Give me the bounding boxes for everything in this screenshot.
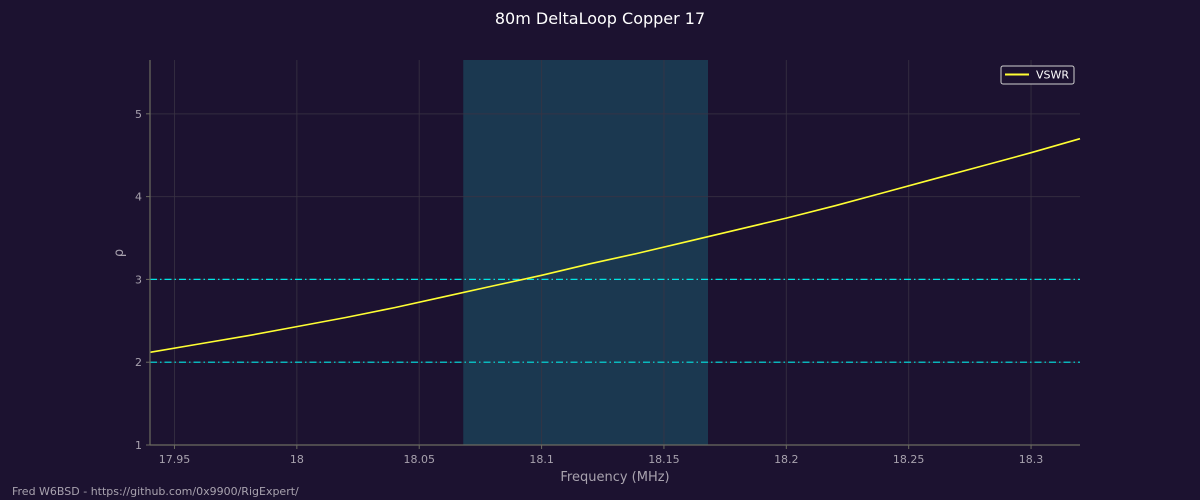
legend-label-vswr: VSWR [1036,69,1069,82]
x-tick-label-3: 18.1 [529,453,554,466]
x-tick-label-1: 18 [290,453,304,466]
tick-labels-layer: 17.95 18 18.05 18.1 18.15 18.2 18.25 18.3 1 2 3 4 5 [135,108,1043,466]
y-tick-label-3: 4 [135,191,142,204]
legend-box [1000,65,1075,85]
chart-title: 80m DeltaLoop Copper 17 [495,9,705,28]
y-tick-label-1: 2 [135,356,142,369]
axes-layer [149,60,1080,446]
y-tick-label-0: 1 [135,439,142,452]
x-tick-label-7: 18.3 [1019,453,1044,466]
series-line-vswr [149,137,1081,354]
highlight-band-layer [463,60,708,445]
series-layer [149,137,1081,354]
x-tick-label-6: 18.25 [893,453,925,466]
x-tick-label-5: 18.2 [774,453,799,466]
x-tick-label-0: 17.95 [159,453,191,466]
y-axis-label: ρ [112,249,127,257]
y-tick-label-4: 5 [135,108,142,121]
x-tick-label-4: 18.15 [648,453,680,466]
reference-lines-layer [150,278,1080,363]
x-tick-label-2: 18.05 [403,453,435,466]
footer-credit: Fred W6BSD - https://github.com/0x9900/R… [12,485,299,498]
highlight-band [463,60,708,445]
legend: VSWR [1000,65,1075,85]
y-tick-label-2: 3 [135,273,142,286]
x-axis-label: Frequency (MHz) [560,470,669,485]
